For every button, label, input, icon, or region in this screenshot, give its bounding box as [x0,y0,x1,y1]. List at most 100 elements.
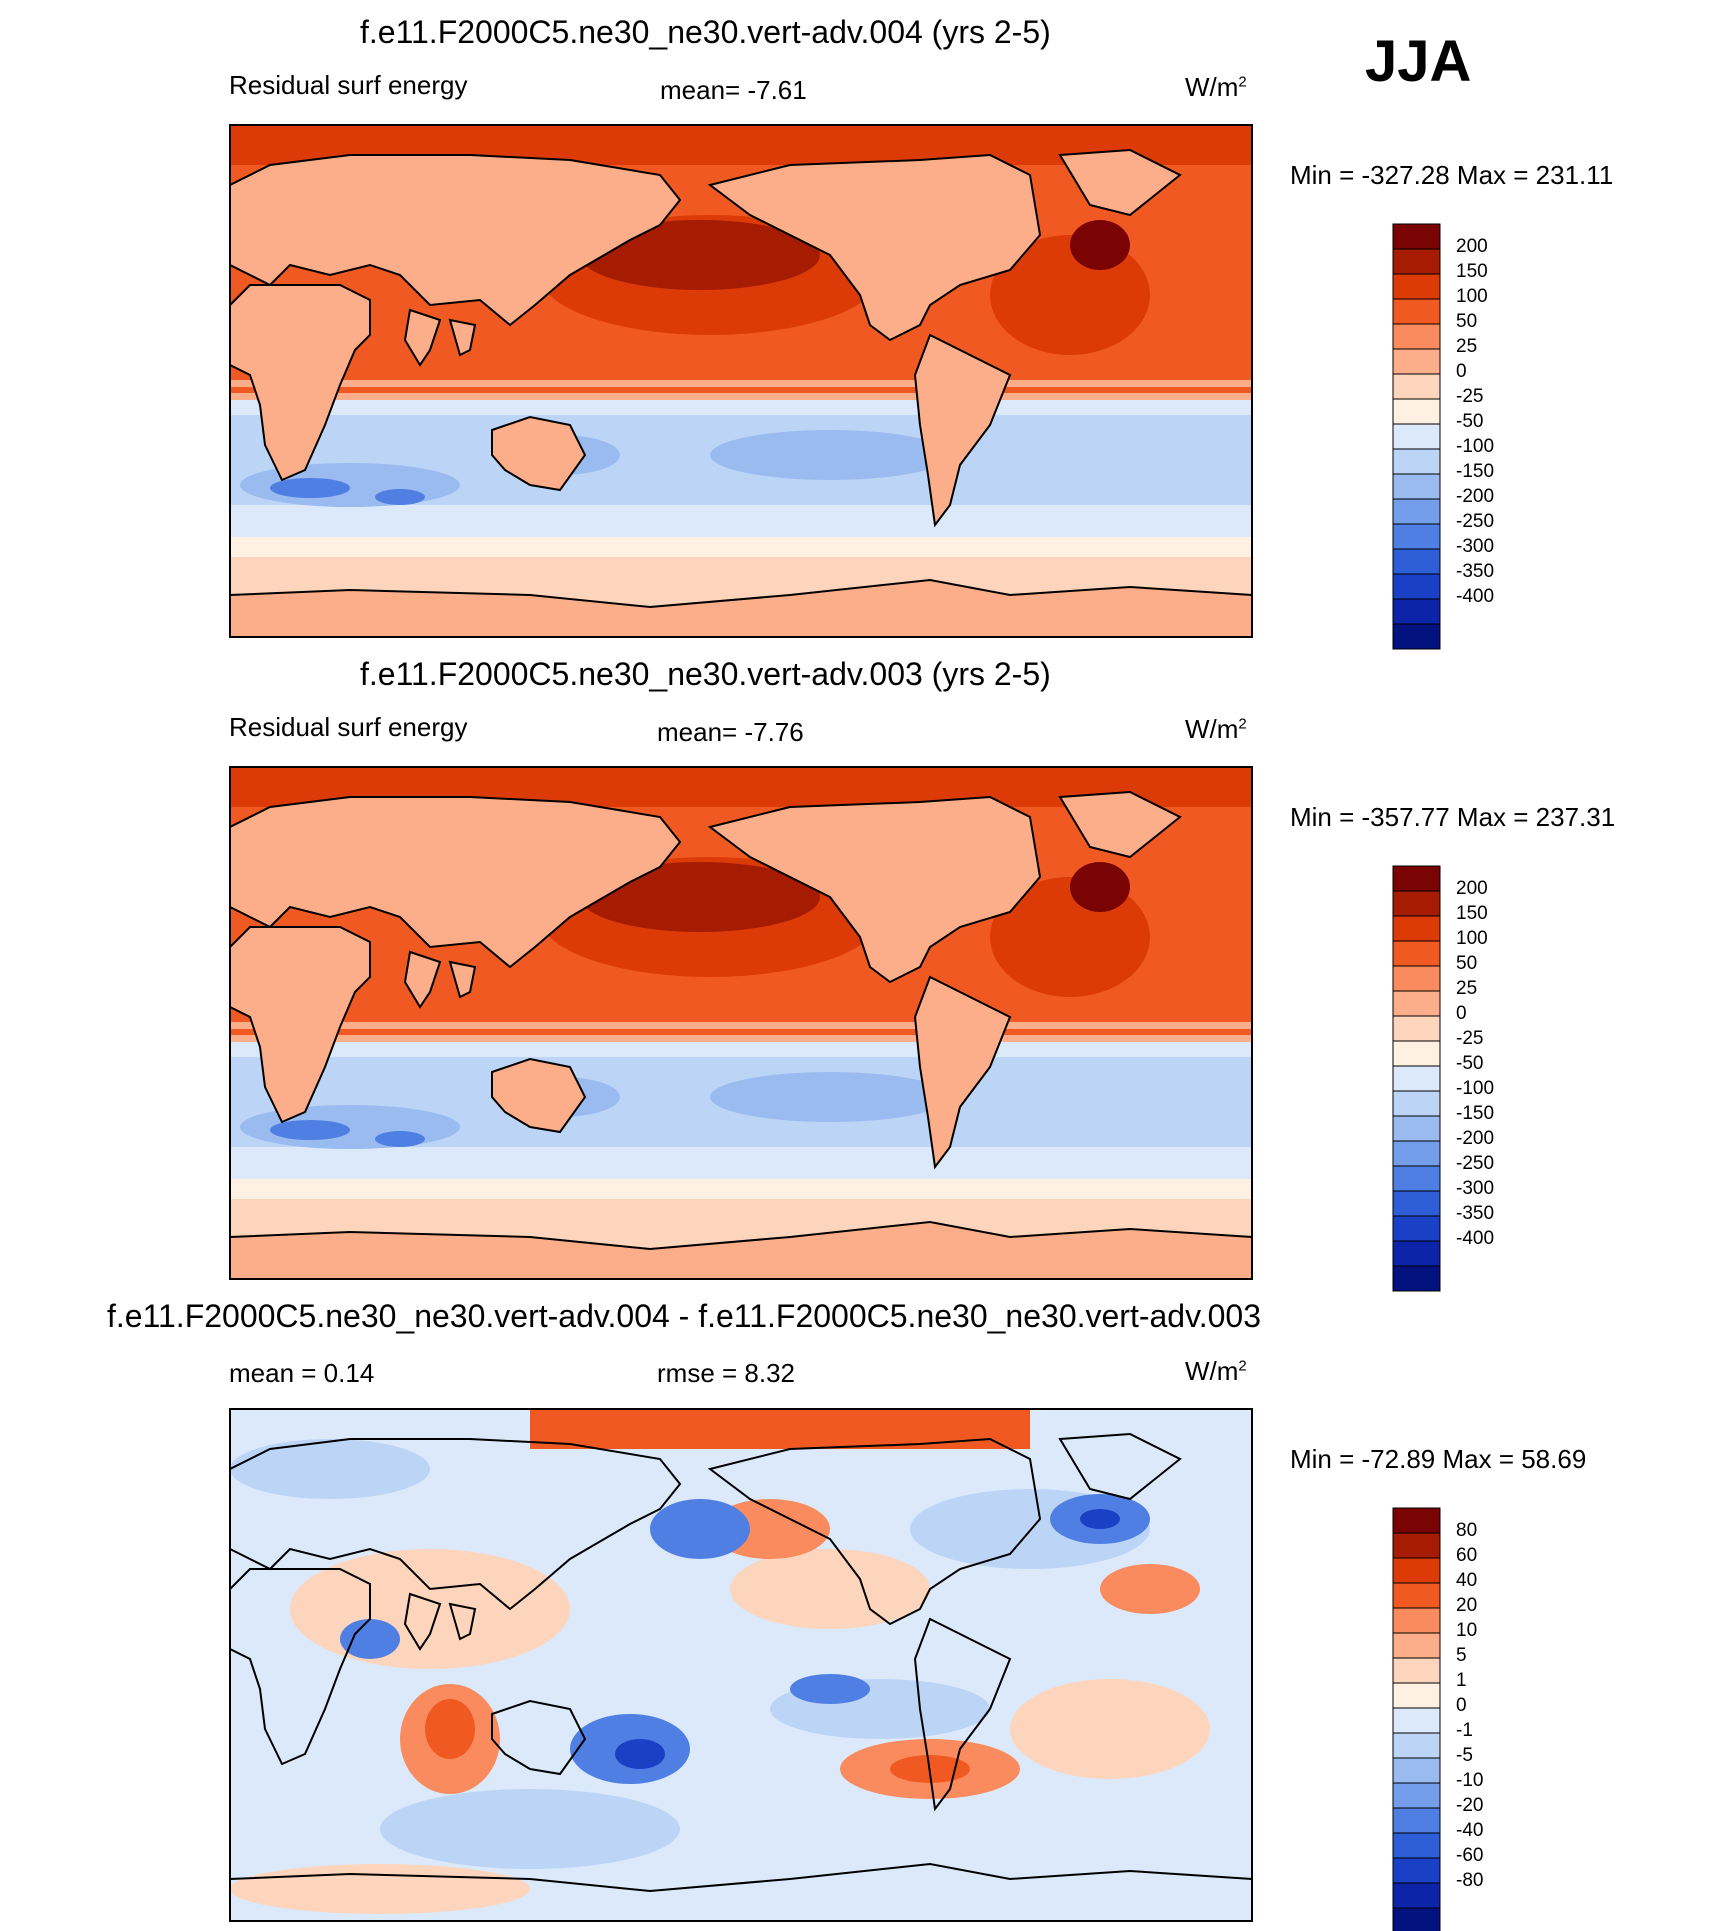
colorbar-swatch [1392,1882,1441,1909]
colorbar-swatch [1392,623,1441,650]
colorbar-swatch [1392,1265,1441,1292]
colorbar-tick-label: 100 [1456,286,1488,307]
colorbar-swatch [1392,1215,1441,1242]
panel3-mean-label: mean = 0.14 [229,1358,375,1388]
colorbar-swatch [1392,1115,1441,1142]
colorbar-swatch [1392,1682,1441,1709]
colorbar-tick-label: 100 [1456,928,1488,949]
colorbar-tick-label: -1 [1456,1720,1473,1741]
colorbar-tick-label: -5 [1456,1745,1473,1766]
panel2-colorbar: 200 150 100 50 25 0 -25 -50 -100 -150 -200 -250 -300… [1392,865,1494,1292]
colorbar-tick-label: -200 [1456,486,1494,507]
colorbar-swatch [1392,598,1441,625]
colorbar-swatch [1392,1607,1441,1634]
colorbar-tick-label: 0 [1456,1695,1467,1716]
colorbar-tick-label: -250 [1456,511,1494,532]
colorbar-swatch [1392,1190,1441,1217]
colorbar-swatch [1392,548,1441,575]
colorbar-swatch [1392,1165,1441,1192]
colorbar-tick-label: 40 [1456,1570,1477,1591]
colorbar-swatch [1392,1707,1441,1734]
colorbar-tick-label: 200 [1456,236,1488,257]
colorbar-tick-label: 1 [1456,1670,1467,1691]
colorbar-swatch [1392,1782,1441,1809]
colorbar-tick-label: -50 [1456,411,1483,432]
colorbar-swatch [1392,1507,1441,1534]
colorbar-tick-label: -100 [1456,1078,1494,1099]
colorbar-tick-label: 0 [1456,361,1467,382]
colorbar-swatch [1392,223,1441,250]
colorbar-swatch [1392,865,1441,892]
colorbar-tick-label: 0 [1456,1003,1467,1024]
colorbar-tick-label: 25 [1456,336,1477,357]
colorbar-swatch [1392,1040,1441,1067]
colorbar-swatch [1392,1240,1441,1267]
colorbar-tick-label: 50 [1456,953,1477,974]
panel2-minmax: Min = -357.77 Max = 237.31 [1290,802,1616,832]
panel1-minmax: Min = -327.28 Max = 231.11 [1290,160,1614,190]
colorbar-swatch [1392,890,1441,917]
colorbar-tick-label: -400 [1456,1228,1494,1249]
colorbar-tick-label: -20 [1456,1795,1483,1816]
colorbar-swatch [1392,1090,1441,1117]
colorbar-swatch [1392,1532,1441,1559]
colorbar-tick-label: 25 [1456,978,1477,999]
colorbar-tick-label: 150 [1456,261,1488,282]
colorbar-swatch [1392,398,1441,425]
panel1-colorbar: 200 150 100 50 25 0 -25 -50 -100 -150 -200 -250 -300… [1392,223,1494,650]
panel1-units: W/m2 [1185,72,1247,102]
colorbar-swatch [1392,448,1441,475]
colorbar-swatch [1392,248,1441,275]
colorbar-tick-label: 50 [1456,311,1477,332]
colorbar-tick-label: -200 [1456,1128,1494,1149]
colorbar-tick-label: 5 [1456,1645,1467,1666]
colorbar-tick-label: -300 [1456,1178,1494,1199]
colorbar-swatch [1392,1757,1441,1784]
colorbar-tick-label: -80 [1456,1870,1483,1891]
colorbar-tick-label: -150 [1456,461,1494,482]
colorbar-swatch [1392,915,1441,942]
colorbar-tick-label: 60 [1456,1545,1477,1566]
colorbar-swatch [1392,573,1441,600]
colorbar-swatch [1392,1015,1441,1042]
colorbar-swatch [1392,1582,1441,1609]
colorbar-tick-label: 200 [1456,878,1488,899]
colorbar-tick-label: -400 [1456,586,1494,607]
colorbar-swatch [1392,1140,1441,1167]
colorbar-swatch [1392,323,1441,350]
panel2-title: f.e11.F2000C5.ne30_ne30.vert-adv.003 (yr… [360,656,1051,692]
panel3-map [229,1408,1253,1922]
colorbar-swatch [1392,473,1441,500]
colorbar-tick-label: -25 [1456,386,1483,407]
panel3-rmse-label: rmse = 8.32 [657,1358,796,1388]
colorbar-swatch [1392,423,1441,450]
colorbar-tick-label: -150 [1456,1103,1494,1124]
colorbar-tick-label: -250 [1456,1153,1494,1174]
colorbar-swatch [1392,1632,1441,1659]
panel2-variable-label: Residual surf energy [229,712,468,742]
panel3-units: W/m2 [1185,1356,1247,1386]
panel1-map [229,124,1253,638]
colorbar-tick-label: -300 [1456,536,1494,557]
colorbar-swatch [1392,1832,1441,1859]
colorbar-swatch [1392,348,1441,375]
colorbar-swatch [1392,523,1441,550]
colorbar-tick-label: 10 [1456,1620,1477,1641]
colorbar-tick-label: -10 [1456,1770,1483,1791]
colorbar-swatch [1392,1732,1441,1759]
season-label: JJA [1365,29,1472,94]
colorbar-tick-label: 150 [1456,903,1488,924]
colorbar-tick-label: 20 [1456,1595,1477,1616]
colorbar-tick-label: -100 [1456,436,1494,457]
panel2-units: W/m2 [1185,714,1247,744]
panel1-title: f.e11.F2000C5.ne30_ne30.vert-adv.004 (yr… [360,14,1051,50]
colorbar-tick-label: 80 [1456,1520,1477,1541]
colorbar-swatch [1392,1807,1441,1834]
colorbar-swatch [1392,273,1441,300]
colorbar-tick-label: -350 [1456,1203,1494,1224]
panel2-mean-label: mean= -7.76 [657,717,804,747]
colorbar-swatch [1392,1657,1441,1684]
colorbar-tick-label: -60 [1456,1845,1483,1866]
colorbar-swatch [1392,990,1441,1017]
